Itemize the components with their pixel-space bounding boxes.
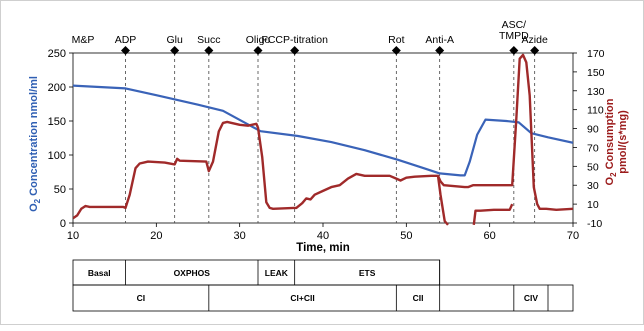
event-label: ASC/TMPD <box>499 19 529 42</box>
x-axis-tick-label: 60 <box>484 230 496 242</box>
right-axis-tick-label: 10 <box>587 199 599 211</box>
left-axis-tick-label: 200 <box>48 82 66 94</box>
consumption-series-segment <box>436 175 449 226</box>
left-axis-tick-label: 100 <box>48 150 66 162</box>
table-row2-cell: CI+CII <box>290 293 314 303</box>
event-label: Azide <box>522 34 548 46</box>
event-label: M&P <box>72 34 95 46</box>
event-marker <box>121 46 130 55</box>
event-label-line: ASC/ <box>502 19 527 31</box>
event-label: Succ <box>197 34 220 46</box>
left-axis-title-part: 2 <box>33 198 42 203</box>
table-row2-cell: CI <box>137 293 146 303</box>
event-marker <box>509 46 519 55</box>
x-axis-tick-label: 20 <box>150 230 162 242</box>
right-axis-title-part: pmol/(s*mg) <box>617 110 629 174</box>
right-axis-tick-label: 90 <box>587 124 599 136</box>
x-axis-tick-label: 50 <box>400 230 412 242</box>
event-label: Rot <box>388 34 404 46</box>
right-axis-tick-label: 70 <box>587 142 599 154</box>
x-axis-title: Time, min <box>296 242 349 254</box>
event-marker <box>290 46 300 55</box>
right-axis-title: O2 Consumptionpmol/(s*mg) <box>604 98 629 185</box>
event-marker <box>253 46 263 55</box>
consumption-series-segment <box>472 203 514 226</box>
x-axis-tick-label: 70 <box>567 230 579 242</box>
event-label: FCCP-titration <box>261 34 328 46</box>
event-marker <box>435 46 445 55</box>
event-label-line: TMPD <box>499 30 529 42</box>
event-label: ADP <box>115 34 137 46</box>
table-row2-cell: CII <box>413 293 424 303</box>
right-axis-tick-label: -10 <box>587 218 602 230</box>
right-axis-tick-label: 170 <box>587 48 605 60</box>
left-axis-title-part: Concentration nmol/ml <box>28 76 40 199</box>
event-label: Oligo <box>246 34 271 46</box>
left-axis-title-part: O <box>28 203 40 212</box>
left-axis-tick-label: 50 <box>54 184 66 196</box>
table-row1-cell: OXPHOS <box>174 268 211 278</box>
table-row1-cell: ETS <box>359 268 376 278</box>
event-marker <box>391 46 401 55</box>
left-axis-tick-label: 250 <box>48 48 66 60</box>
x-axis-tick-label: 30 <box>234 230 246 242</box>
right-axis-title-part: Consumption <box>604 98 616 172</box>
x-axis-tick-label: 40 <box>317 230 329 242</box>
event-marker <box>204 46 214 55</box>
table-row2-border <box>72 284 574 312</box>
right-axis-tick-label: 150 <box>587 67 605 79</box>
left-axis-title: O2 Concentration nmol/ml <box>28 76 42 212</box>
concentration-series-line <box>73 84 573 177</box>
plot-area-border <box>72 52 574 224</box>
table-row2-cell: CIV <box>524 293 539 303</box>
right-axis-tick-label: 130 <box>587 86 605 98</box>
consumption-series-line <box>73 53 573 220</box>
right-axis-title-part: 2 <box>609 172 618 177</box>
event-label: Anti-A <box>425 34 454 46</box>
right-axis-tick-label: 50 <box>587 161 599 173</box>
table-row1-cell: Basal <box>88 268 111 278</box>
table-row1-cell: LEAK <box>265 268 289 278</box>
left-axis-tick-label: 150 <box>48 116 66 128</box>
table-row1-border <box>72 259 441 286</box>
x-axis-tick-label: 10 <box>67 230 79 242</box>
right-axis-tick-label: 110 <box>587 105 604 117</box>
event-marker <box>170 46 180 55</box>
event-marker <box>530 46 540 55</box>
right-axis-title-part: O <box>604 176 616 185</box>
left-axis-tick-label: 0 <box>60 218 66 230</box>
right-axis-tick-label: 30 <box>587 180 599 192</box>
event-label: Glu <box>166 34 183 46</box>
